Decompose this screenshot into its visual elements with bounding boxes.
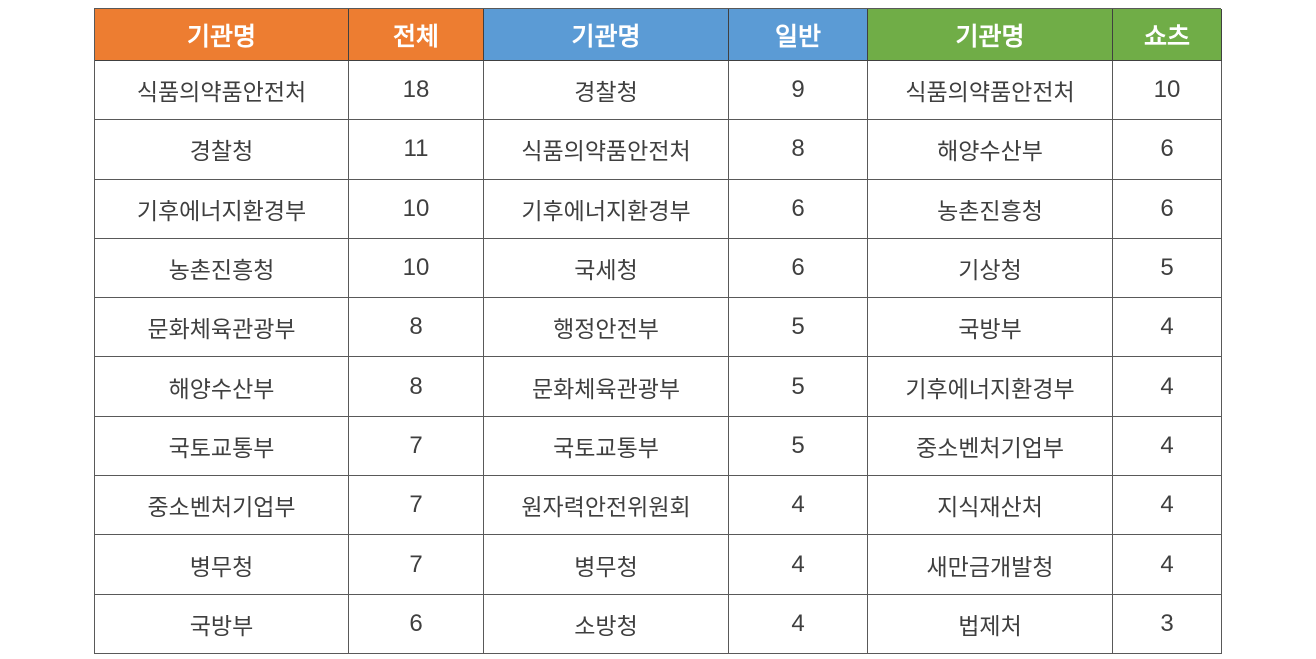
agency-cell: 중소벤처기업부 <box>868 416 1113 477</box>
agency-cell: 병무청 <box>95 535 349 595</box>
header-agency-shorts: 기관명 <box>868 9 1113 61</box>
agency-cell: 국방부 <box>95 594 349 654</box>
count-cell: 4 <box>1113 416 1222 477</box>
count-cell: 8 <box>349 357 484 417</box>
agency-cell: 문화체육관광부 <box>484 357 729 417</box>
count-cell: 9 <box>729 61 868 121</box>
count-cell: 6 <box>1113 120 1222 180</box>
header-agency-general: 기관명 <box>484 9 729 61</box>
header-total-count: 전체 <box>349 9 484 61</box>
agency-cell: 농촌진흥청 <box>95 238 349 299</box>
count-cell: 3 <box>1113 594 1222 654</box>
count-cell: 5 <box>1113 238 1222 299</box>
agency-cell: 행정안전부 <box>484 298 729 358</box>
agency-cell: 식품의약품안전처 <box>95 61 349 121</box>
count-cell: 4 <box>1113 476 1222 536</box>
count-cell: 6 <box>729 179 868 239</box>
header-agency-total: 기관명 <box>95 9 349 61</box>
count-cell: 10 <box>349 238 484 299</box>
count-cell: 6 <box>729 238 868 299</box>
count-cell: 11 <box>349 120 484 180</box>
count-cell: 6 <box>349 594 484 654</box>
agency-cell: 국토교통부 <box>484 416 729 477</box>
count-cell: 7 <box>349 416 484 477</box>
agency-cell: 원자력안전위원회 <box>484 476 729 536</box>
agency-cell: 중소벤처기업부 <box>95 476 349 536</box>
agency-cell: 기후에너지환경부 <box>484 179 729 239</box>
header-general-count: 일반 <box>729 9 868 61</box>
agency-cell: 국방부 <box>868 298 1113 358</box>
count-cell: 7 <box>349 535 484 595</box>
header-shorts-count: 쇼츠 <box>1113 9 1222 61</box>
agency-cell: 국토교통부 <box>95 416 349 477</box>
count-cell: 4 <box>729 594 868 654</box>
agency-cell: 지식재산처 <box>868 476 1113 536</box>
count-cell: 10 <box>349 179 484 239</box>
agency-cell: 해양수산부 <box>95 357 349 417</box>
count-cell: 4 <box>1113 298 1222 358</box>
agency-cell: 기후에너지환경부 <box>95 179 349 239</box>
count-cell: 4 <box>1113 357 1222 417</box>
count-cell: 5 <box>729 416 868 477</box>
agency-cell: 식품의약품안전처 <box>484 120 729 180</box>
agency-cell: 새만금개발청 <box>868 535 1113 595</box>
agency-cell: 병무청 <box>484 535 729 595</box>
agency-cell: 경찰청 <box>484 61 729 121</box>
agency-cell: 법제처 <box>868 594 1113 654</box>
count-cell: 5 <box>729 298 868 358</box>
count-cell: 5 <box>729 357 868 417</box>
count-cell: 4 <box>729 476 868 536</box>
count-cell: 10 <box>1113 61 1222 121</box>
agency-cell: 기상청 <box>868 238 1113 299</box>
count-cell: 4 <box>729 535 868 595</box>
count-cell: 6 <box>1113 179 1222 239</box>
agency-cell: 기후에너지환경부 <box>868 357 1113 417</box>
agency-cell: 문화체육관광부 <box>95 298 349 358</box>
count-cell: 4 <box>1113 535 1222 595</box>
agency-cell: 소방청 <box>484 594 729 654</box>
agency-cell: 경찰청 <box>95 120 349 180</box>
count-cell: 18 <box>349 61 484 121</box>
count-cell: 8 <box>729 120 868 180</box>
count-cell: 8 <box>349 298 484 358</box>
count-cell: 7 <box>349 476 484 536</box>
agency-cell: 해양수산부 <box>868 120 1113 180</box>
agency-cell: 식품의약품안전처 <box>868 61 1113 121</box>
agency-stats-table: 기관명 전체 기관명 일반 기관명 쇼츠 식품의약품안전처 18 경찰청 9 식품의약품… <box>94 8 1222 654</box>
agency-cell: 농촌진흥청 <box>868 179 1113 239</box>
agency-cell: 국세청 <box>484 238 729 299</box>
